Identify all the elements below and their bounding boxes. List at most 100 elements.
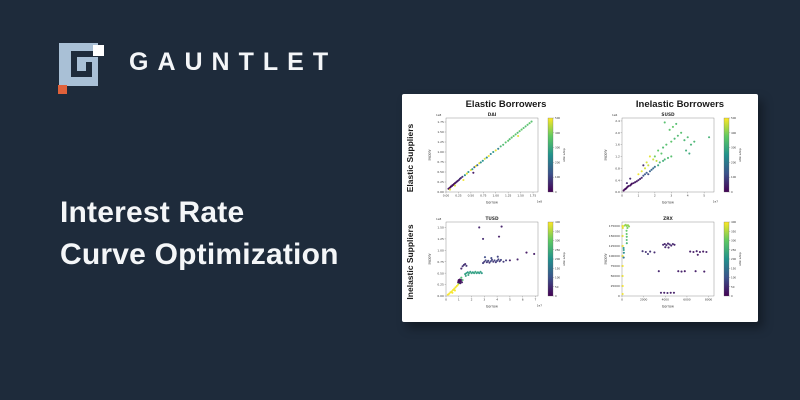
scatter-plot-zrx: ZRX 0 2000 4000 6000 8000 0 25000 50000 75000 1000… bbox=[604, 216, 743, 309]
svg-text:1.50: 1.50 bbox=[437, 130, 444, 134]
y-axis-label: supply bbox=[604, 149, 608, 160]
colorbar-label: days ago bbox=[563, 148, 567, 162]
colorbar-ticks: 0 100 200 300 400 500 bbox=[553, 116, 560, 194]
svg-text:0.75: 0.75 bbox=[437, 260, 444, 264]
svg-text:4: 4 bbox=[687, 193, 689, 197]
y-axis-label: supply bbox=[428, 149, 432, 160]
svg-text:6000: 6000 bbox=[683, 297, 691, 301]
colorbar-label: days ago bbox=[739, 148, 743, 162]
svg-text:1.2: 1.2 bbox=[615, 155, 620, 159]
svg-text:500: 500 bbox=[731, 116, 736, 120]
svg-text:50: 50 bbox=[555, 285, 559, 289]
scatter-plot-tusd: TUSD 1e8 1e7 0 1 2 3 4 5 6 7 0.00 0.25 0.50 0.75 1.00 1.… bbox=[428, 216, 567, 309]
x-axis-offset: 1e7 bbox=[713, 200, 719, 204]
axis-ticks: 0 2000 4000 6000 800002500050000750001000001… bbox=[609, 224, 713, 301]
y-axis-label: supply bbox=[428, 253, 432, 264]
axes-frame bbox=[445, 221, 539, 297]
svg-text:500: 500 bbox=[555, 116, 560, 120]
svg-text:200: 200 bbox=[555, 160, 560, 164]
plot-title: DAI bbox=[488, 112, 497, 118]
svg-text:1: 1 bbox=[458, 297, 460, 301]
row-label-inelastic-suppliers: Inelastic Suppliers bbox=[405, 224, 415, 300]
svg-text:7: 7 bbox=[535, 297, 537, 301]
gauntlet-logo-mark-icon bbox=[58, 43, 104, 94]
axis-ticks: 0.00 0.25 0.50 0.75 1.00 1.25 1.50 1.75 0.00 0.25… bbox=[437, 120, 536, 197]
svg-text:0.4: 0.4 bbox=[615, 178, 620, 182]
svg-text:0: 0 bbox=[621, 193, 623, 197]
svg-text:3: 3 bbox=[483, 297, 485, 301]
svg-text:5: 5 bbox=[509, 297, 511, 301]
svg-text:150: 150 bbox=[731, 266, 736, 270]
svg-text:100: 100 bbox=[731, 276, 736, 280]
axis-ticks: 0 1 2 3 4 5 0.0 0.4 0.8 1.2 1.6 2.0 2.4 bbox=[615, 119, 705, 197]
svg-text:0: 0 bbox=[731, 294, 733, 298]
colorbar bbox=[547, 221, 554, 297]
plot-title: SUSD bbox=[661, 112, 675, 118]
svg-text:100: 100 bbox=[731, 175, 736, 179]
svg-text:250: 250 bbox=[555, 248, 560, 252]
svg-text:1.6: 1.6 bbox=[615, 143, 620, 147]
svg-text:0.25: 0.25 bbox=[437, 283, 444, 287]
svg-text:1.00: 1.00 bbox=[493, 193, 500, 197]
logo-orange-square bbox=[58, 85, 67, 94]
y-axis-offset: 1e8 bbox=[436, 113, 442, 117]
svg-text:400: 400 bbox=[555, 220, 560, 224]
x-axis-label: borrow bbox=[486, 201, 498, 205]
x-axis-offset: 1e7 bbox=[537, 304, 543, 308]
svg-text:0: 0 bbox=[621, 297, 623, 301]
svg-text:2000: 2000 bbox=[640, 297, 648, 301]
svg-text:400: 400 bbox=[731, 220, 736, 224]
column-header-elastic-borrowers: Elastic Borrowers bbox=[465, 99, 547, 110]
svg-text:100000: 100000 bbox=[609, 254, 620, 258]
svg-text:400: 400 bbox=[555, 131, 560, 135]
svg-text:150000: 150000 bbox=[609, 234, 620, 238]
svg-text:100: 100 bbox=[555, 276, 560, 280]
svg-text:300: 300 bbox=[731, 146, 736, 150]
colorbar-label: days ago bbox=[739, 252, 743, 266]
svg-text:0.75: 0.75 bbox=[480, 193, 487, 197]
svg-text:100: 100 bbox=[555, 175, 560, 179]
svg-text:2.4: 2.4 bbox=[615, 119, 620, 123]
svg-text:2: 2 bbox=[654, 193, 656, 197]
svg-text:200: 200 bbox=[731, 160, 736, 164]
svg-text:0.25: 0.25 bbox=[437, 180, 444, 184]
svg-text:0: 0 bbox=[555, 294, 557, 298]
svg-text:200: 200 bbox=[731, 257, 736, 261]
svg-text:0.50: 0.50 bbox=[437, 271, 444, 275]
colorbar bbox=[723, 117, 730, 193]
charts-panel: Elastic Borrowers Inelastic Borrowers El… bbox=[402, 94, 758, 322]
svg-text:300: 300 bbox=[555, 239, 560, 243]
scatter-plot-susd: SUSD 1e6 1e7 0 1 2 3 4 5 0.0 0.4 0.8 1.2 1.6 2.0 2.4 bor… bbox=[604, 112, 743, 205]
svg-text:50: 50 bbox=[731, 285, 735, 289]
svg-text:0.00: 0.00 bbox=[437, 294, 444, 298]
svg-text:0: 0 bbox=[618, 294, 620, 298]
svg-text:0: 0 bbox=[555, 190, 557, 194]
svg-text:5: 5 bbox=[703, 193, 705, 197]
gauntlet-logo-text: GAUNTLET bbox=[129, 48, 338, 76]
y-axis-offset: 1e6 bbox=[612, 113, 618, 117]
svg-text:0.25: 0.25 bbox=[455, 193, 462, 197]
svg-text:150: 150 bbox=[555, 266, 560, 270]
svg-text:0.0: 0.0 bbox=[615, 190, 620, 194]
logo-white-square bbox=[93, 45, 104, 56]
colorbar bbox=[547, 117, 554, 193]
axis-ticks: 0 1 2 3 4 5 6 7 0.00 0.25 0.50 0.75 1.00 1.25 1.50 bbox=[437, 226, 536, 302]
colorbar-label: days ago bbox=[563, 252, 567, 266]
svg-text:0.8: 0.8 bbox=[615, 166, 620, 170]
svg-text:0.50: 0.50 bbox=[468, 193, 475, 197]
svg-text:125000: 125000 bbox=[609, 244, 620, 248]
svg-text:1.50: 1.50 bbox=[437, 226, 444, 230]
svg-text:1.75: 1.75 bbox=[437, 120, 444, 124]
svg-text:50000: 50000 bbox=[611, 274, 620, 278]
svg-text:200: 200 bbox=[555, 257, 560, 261]
svg-text:0.00: 0.00 bbox=[443, 193, 450, 197]
page-title: Interest Rate Curve Optimization bbox=[60, 192, 339, 276]
svg-text:300: 300 bbox=[555, 146, 560, 150]
y-axis-label: supply bbox=[604, 253, 608, 264]
svg-text:350: 350 bbox=[555, 229, 560, 233]
scatter-points bbox=[446, 225, 536, 296]
axes-frame bbox=[621, 117, 715, 193]
axes-frame bbox=[445, 117, 539, 193]
svg-text:4000: 4000 bbox=[662, 297, 670, 301]
